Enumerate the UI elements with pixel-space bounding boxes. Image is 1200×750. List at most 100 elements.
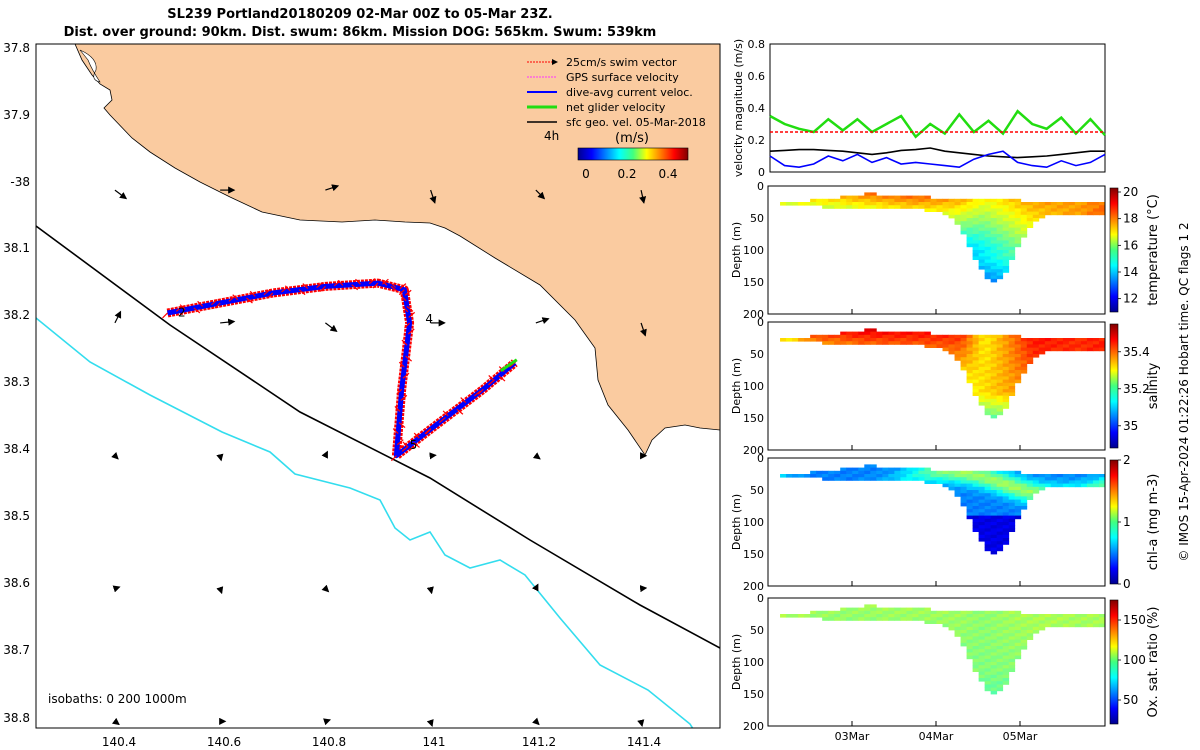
section-cell (996, 652, 1004, 656)
section-cell (912, 477, 919, 481)
section-cell (1002, 610, 1010, 615)
section-cell (804, 474, 811, 478)
section-cell (990, 483, 998, 488)
section-cell (864, 202, 871, 206)
swim-vector (400, 295, 407, 302)
section-cell (984, 237, 992, 241)
section-cell (984, 636, 992, 640)
section-cell (1014, 470, 1022, 475)
section-cell (960, 363, 967, 368)
colorbar-title: (m/s) (615, 131, 649, 146)
section-cell (1002, 486, 1010, 491)
geostrophic-arrow (220, 318, 236, 326)
section-cell (1044, 483, 1052, 488)
section-cell (1074, 344, 1082, 348)
section-cell (918, 195, 925, 200)
section-cell (1002, 626, 1010, 631)
depth-tick: 150 (743, 688, 764, 701)
section-cell (1086, 338, 1094, 342)
section-cell (1074, 617, 1082, 621)
section-cell (972, 334, 980, 339)
section-cell (1014, 642, 1022, 647)
section-cell (1086, 202, 1094, 206)
section-cell (960, 636, 967, 640)
section-cell (984, 269, 992, 273)
section-cell (1008, 477, 1016, 481)
vel-ytick: 0.8 (748, 38, 766, 51)
colorbar-label: salinity (1146, 362, 1161, 409)
section-cell (1014, 202, 1022, 206)
section-cell (1002, 470, 1010, 475)
section-cell (978, 259, 986, 264)
section-cell (870, 328, 877, 332)
section-cell (924, 614, 931, 618)
colorbar-label: chl-a (mg m-3) (1146, 474, 1161, 571)
section-cell (1062, 338, 1070, 342)
geostrophic-arrow (426, 586, 434, 595)
section-cell (990, 376, 998, 380)
section-cell (1062, 483, 1070, 488)
section-cell (1002, 250, 1010, 254)
section-cell (1062, 341, 1070, 345)
section-cell (984, 499, 992, 504)
section-cell (1002, 389, 1010, 393)
section-cell (966, 360, 974, 364)
section-cell (1092, 202, 1100, 206)
section-cell (1074, 338, 1082, 342)
section-cell (828, 470, 835, 475)
section-cell (1014, 474, 1022, 478)
section-cell (1062, 347, 1070, 352)
section-cell (882, 331, 889, 336)
section-cell (1074, 205, 1082, 209)
section-cell (912, 198, 919, 203)
section-cell (1020, 646, 1028, 650)
section-cell (924, 617, 931, 621)
section-cell (1008, 208, 1016, 212)
section-cell (834, 334, 841, 339)
colorbar-side-label: 4h (544, 129, 559, 143)
section-cell (876, 617, 883, 621)
section-cell (1062, 211, 1070, 216)
section-cell (990, 626, 998, 631)
section-cell (984, 665, 992, 669)
section-cell (858, 474, 865, 478)
section-cell (1002, 623, 1010, 628)
section-cell (1014, 334, 1022, 339)
section-cell (966, 633, 974, 637)
section-cell (1080, 211, 1088, 216)
section-cell (1038, 341, 1046, 345)
section-cell (1074, 202, 1082, 206)
section-cell (984, 687, 992, 692)
section-cell (990, 214, 998, 219)
section-cell (984, 234, 992, 238)
colorbar-tick: 35.2 (1123, 382, 1150, 396)
section-cell (1014, 655, 1022, 660)
section-cell (978, 338, 986, 342)
section-cell (972, 256, 980, 260)
section-cell (960, 617, 967, 621)
section-cell (972, 386, 980, 390)
section-cell (990, 272, 998, 276)
section-cell (1020, 630, 1028, 634)
vel-ylabel: velocity magnitude (m/s) (732, 39, 745, 177)
section-cell (990, 269, 998, 273)
imos-stamp-text: © IMOS 15-Apr-2024 01:22:26 Hobart time.… (1177, 222, 1191, 562)
section-cell (996, 224, 1004, 228)
depth-tick: 50 (750, 348, 764, 361)
track-day-label: 4 (425, 312, 433, 326)
section-cell (1044, 620, 1052, 624)
section-cell (1002, 534, 1010, 539)
section-cell (1032, 620, 1040, 624)
section-cell (990, 512, 998, 516)
section-cell (840, 467, 847, 472)
section-cell (984, 202, 992, 206)
section-cell (1062, 477, 1070, 481)
section-cell (1026, 214, 1034, 219)
section-cell (966, 642, 974, 647)
section-cell (936, 480, 943, 484)
section-cell (1056, 480, 1064, 484)
section-cell (972, 211, 980, 216)
section-cell (996, 617, 1004, 621)
colorbar-tick: 0.4 (658, 167, 677, 181)
